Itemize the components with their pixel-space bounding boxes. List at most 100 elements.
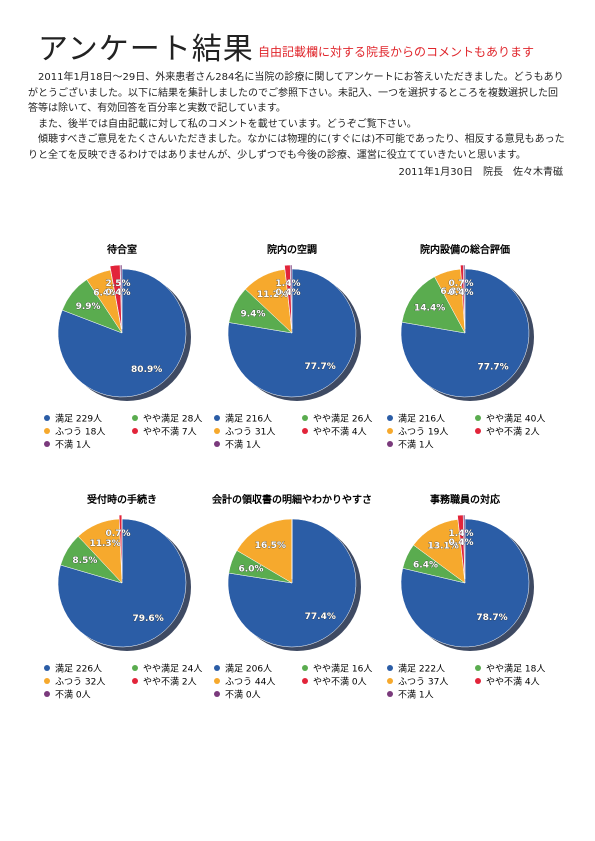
legend-swatch [387,691,393,697]
legend-swatch [214,665,220,671]
legend-swatch [475,665,481,671]
legend-swatch [44,415,50,421]
pie-slice [236,518,293,584]
legend-label: ふつう 19人 [398,427,448,438]
slice-label: 0.7% [106,529,131,539]
legend-swatch [387,441,393,447]
intro-line: 答等は除いて、有効回答を百分率と実数で記しています。 [28,103,286,114]
slice-label: 77.4% [305,612,336,622]
pie-slice [463,264,466,330]
chart-title: 院内の空調 [267,243,317,256]
pie-slice [109,264,122,330]
legend-swatch [132,678,138,684]
slice-label: 77.7% [477,362,508,372]
legend-swatch [214,678,220,684]
legend-swatch [387,415,393,421]
legend-swatch [302,415,308,421]
legend-label: 満足 216人 [225,414,272,425]
subtitle: 自由記載欄に対する院長からのコメントもあります [258,45,535,59]
slice-label: 11.3% [89,539,120,549]
pie-slice [86,269,123,334]
pie-slice [290,264,293,330]
legend-label: やや不満 2人 [486,427,540,438]
pie-slice [401,276,466,334]
legend-swatch [44,428,50,434]
legend-label: やや満足 28人 [143,414,202,425]
slice-label: 78.7% [476,613,507,623]
legend-label: やや不満 4人 [313,427,367,438]
chart-title: 事務職員の対応 [430,493,500,506]
legend-label: ふつう 37人 [398,677,448,688]
intro-line: また、後半では自由記載に対して私のコメントを載せています。どうぞご覧下さい。 [28,118,417,130]
slice-label: 79.6% [132,614,163,624]
legend-swatch [302,665,308,671]
slice-label: 0.7% [449,279,474,289]
legend-label: 不満 0人 [55,690,91,701]
legend-label: ふつう 31人 [225,427,275,438]
intro-line: 2011年1月18日〜29日、外来患者さん284名に当院の診療に関してアンケート… [28,72,564,83]
legend-label: 不満 1人 [398,690,434,701]
title: アンケート結果 [38,32,254,67]
legend-swatch [214,415,220,421]
legend-label: 不満 1人 [55,440,91,451]
legend-label: やや不満 0人 [313,677,367,688]
legend-swatch [132,665,138,671]
legend-swatch [44,441,50,447]
legend-label: やや不満 7人 [143,427,197,438]
legend-swatch [475,678,481,684]
legend-label: ふつう 44人 [225,677,275,688]
slice-label: 6.4% [413,561,438,571]
legend-label: やや不満 4人 [486,677,540,688]
legend-swatch [387,428,393,434]
slice-label: 6.4% [93,289,118,299]
legend-swatch [132,415,138,421]
legend-label: 不満 0人 [225,690,261,701]
intro: 2011年1月18日〜29日、外来患者さん284名に当院の診療に関してアンケート… [28,70,573,163]
legend-label: やや満足 26人 [313,414,372,425]
legend-swatch [44,678,50,684]
slice-label: 0.4% [106,288,131,298]
legend-swatch [214,428,220,434]
slice-label: 16.5% [255,541,286,551]
legend-label: 満足 229人 [55,414,102,425]
legend-swatch [44,665,50,671]
legend-label: やや満足 16人 [313,664,372,675]
slice-label: 1.4% [276,279,301,289]
slice-label: 9.4% [241,310,266,320]
legend-label: 満足 206人 [225,664,272,675]
legend-label: 満足 216人 [398,414,445,425]
legend-swatch [44,691,50,697]
legend-label: ふつう 32人 [55,677,105,688]
legend-label: やや満足 18人 [486,664,545,675]
slice-label: 0.4% [276,288,301,298]
slice-label: 6.8% [440,287,465,297]
slice-label: 6.0% [239,564,264,574]
pie-slice [463,514,466,580]
slice-label: 14.4% [414,304,445,314]
signature: 2011年1月30日 院長 佐々木青磁 [398,167,563,178]
legend-swatch [132,428,138,434]
legend-label: 不満 1人 [225,440,261,451]
intro-line: 傾聴すべきご意見をたくさんいただきました。なかには物理的に(すぐには)不可能であ… [28,134,565,145]
pie-slice [120,264,123,330]
slice-label: 2.5% [106,279,131,289]
legend-label: やや不満 2人 [143,677,197,688]
legend-swatch [302,678,308,684]
intro-line: がとうございました。以下に結果を集計しましたのでご参照下さい。未記入、一つを選択… [28,87,558,99]
slice-label: 8.5% [72,556,97,566]
slice-label: 0.4% [449,288,474,298]
chart-title: 会計の領収書の明細やわかりやすさ [212,493,372,506]
slice-label: 13.1% [428,541,459,551]
legend-label: 満足 222人 [398,664,445,675]
slice-label: 0.4% [449,538,474,548]
legend-label: やや満足 24人 [143,664,202,675]
legend-swatch [475,428,481,434]
legend-label: 不満 1人 [398,440,434,451]
legend-label: やや満足 40人 [486,414,545,425]
legend-swatch [214,691,220,697]
intro-line: りと全てを反映できるわけではありませんが、少しずつでも今後の診療、運営に役立てて… [28,149,526,161]
legend-swatch [475,415,481,421]
slice-label: 11.2% [257,290,288,300]
